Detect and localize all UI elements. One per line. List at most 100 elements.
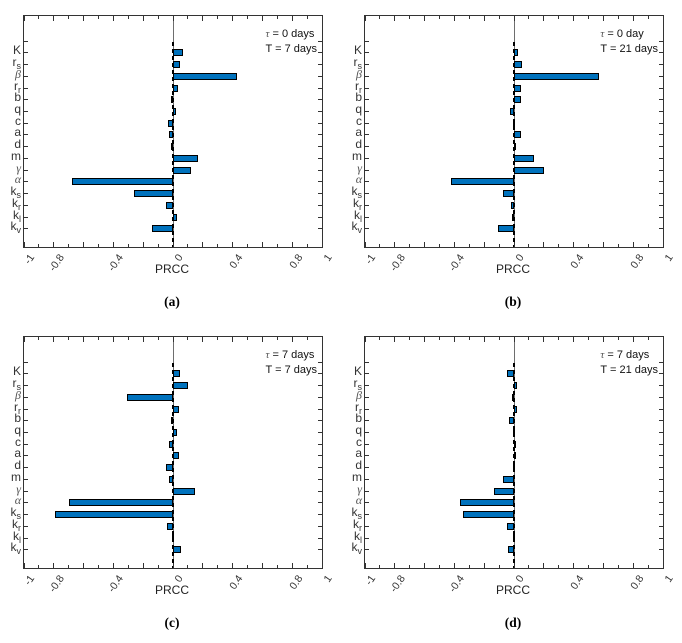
y-tick (24, 361, 28, 363)
y-tick (318, 181, 322, 183)
y-tick (318, 537, 322, 539)
y-category-label-b: b (355, 90, 362, 105)
y-tick (318, 87, 322, 89)
bar-r_r (173, 84, 179, 92)
x-tick (528, 244, 530, 247)
y-tick (365, 146, 369, 148)
subscript: r (359, 201, 362, 212)
subplot-label-a: (a) (164, 294, 180, 309)
x-tick-label: 1 (662, 252, 676, 264)
y-tick (365, 455, 369, 457)
y-tick (24, 537, 28, 539)
y-tick (365, 502, 369, 504)
x-tick (68, 337, 70, 340)
x-tick (112, 337, 114, 342)
annotation-a-line1-text: = 0 days (272, 28, 315, 40)
subscript: s (16, 61, 22, 72)
x-tick (662, 337, 664, 342)
y-tick (24, 385, 28, 387)
greek-symbol: γ (357, 481, 362, 496)
x-tick (217, 565, 219, 568)
y-category-label-k_l: kl (354, 207, 362, 224)
subscript: s (16, 511, 22, 522)
x-tick (232, 242, 234, 247)
greek-symbol: γ (16, 481, 21, 496)
x-tick (632, 337, 634, 342)
subscript: r (18, 84, 21, 95)
x-tick (662, 242, 664, 247)
x-tick (157, 244, 159, 247)
greek-symbol: α (14, 172, 21, 187)
y-tick (318, 99, 322, 101)
annotation-c-line1-text: = 7 days (272, 349, 315, 361)
annotation-a: τ = 0 days T = 7 days (266, 27, 317, 57)
x-tick (483, 242, 485, 247)
y-tick (365, 99, 369, 101)
y-tick (365, 432, 369, 434)
annotation-b-line1: τ = 0 day (600, 27, 658, 42)
y-tick (659, 87, 663, 89)
y-tick (365, 467, 369, 469)
x-tick (483, 337, 485, 342)
x-tick (142, 242, 144, 247)
bar-r_r (514, 84, 521, 92)
y-category-label-k_r: kr (353, 195, 362, 212)
y-tick (659, 228, 663, 230)
y-tick (659, 525, 663, 527)
x-tick (23, 563, 25, 568)
x-tick (68, 16, 70, 19)
bar-gamma (173, 487, 196, 495)
y-tick (365, 385, 369, 387)
y-tick (318, 157, 322, 159)
x-tick (261, 337, 263, 342)
subscript: s (357, 61, 363, 72)
bar-r_s (173, 61, 180, 69)
x-tick (172, 337, 174, 342)
y-category-label-k_r: kr (12, 195, 21, 212)
x-tick (202, 242, 204, 247)
y-category-label-a: a (355, 446, 362, 461)
y-tick (318, 75, 322, 77)
subplot-label-c: (c) (164, 615, 180, 630)
y-tick (365, 514, 369, 516)
y-tick (318, 122, 322, 124)
subscript: r (359, 405, 362, 416)
y-tick (659, 549, 663, 551)
bar-b (171, 96, 174, 104)
y-tick (659, 216, 663, 218)
y-category-label-k_v: kv (10, 219, 22, 236)
x-tick (617, 565, 619, 568)
x-tick (187, 244, 189, 247)
x-tick (498, 16, 500, 19)
y-category-label-k_s: ks (351, 184, 363, 201)
x-tick (573, 563, 575, 568)
x-tick (261, 563, 263, 568)
x-tick (424, 242, 426, 247)
bar-b (514, 96, 522, 104)
x-tick (157, 565, 159, 568)
y-tick (24, 99, 28, 101)
y-category-label-q: q (14, 102, 21, 117)
subscript: v (357, 225, 363, 236)
y-tick (318, 420, 322, 422)
x-tick (127, 565, 129, 568)
y-tick (24, 396, 28, 398)
greek-symbol: β (15, 387, 21, 402)
x-tick (187, 337, 189, 340)
y-category-label-q: q (355, 102, 362, 117)
y-tick (659, 408, 663, 410)
y-tick (318, 525, 322, 527)
y-category-label-k_l: kl (13, 528, 21, 545)
x-tick (617, 244, 619, 247)
x-tick (38, 244, 40, 247)
y-tick (318, 514, 322, 516)
x-tick (483, 563, 485, 568)
x-tick (439, 244, 440, 247)
y-tick (365, 193, 369, 195)
x-tick (276, 244, 278, 247)
subscript: r (359, 84, 362, 95)
y-category-label-k_v: kv (10, 540, 22, 557)
y-category-label-r_s: rs (12, 376, 22, 393)
x-tick (602, 563, 604, 568)
y-category-label-k_s: ks (10, 505, 22, 522)
